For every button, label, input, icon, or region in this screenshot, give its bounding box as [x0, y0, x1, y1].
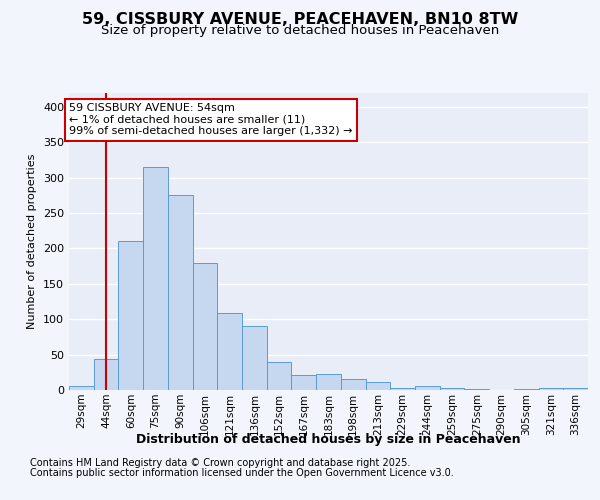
Bar [390, 388, 415, 390]
Bar [267, 362, 292, 390]
Bar [94, 359, 118, 390]
Bar [365, 382, 390, 390]
Bar [539, 388, 563, 390]
Bar [415, 386, 440, 390]
Bar [143, 167, 168, 390]
Text: Size of property relative to detached houses in Peacehaven: Size of property relative to detached ho… [101, 24, 499, 37]
Bar [118, 240, 143, 390]
Text: 59, CISSBURY AVENUE, PEACEHAVEN, BN10 8TW: 59, CISSBURY AVENUE, PEACEHAVEN, BN10 8T… [82, 12, 518, 28]
Bar [563, 388, 588, 390]
Bar [242, 326, 267, 390]
Bar [316, 374, 341, 390]
Bar [193, 262, 217, 390]
Bar [69, 386, 94, 390]
Text: Contains public sector information licensed under the Open Government Licence v3: Contains public sector information licen… [30, 468, 454, 477]
Bar [341, 380, 365, 390]
Bar [217, 313, 242, 390]
Bar [440, 388, 464, 390]
Text: Distribution of detached houses by size in Peacehaven: Distribution of detached houses by size … [136, 432, 521, 446]
Text: 59 CISSBURY AVENUE: 54sqm
← 1% of detached houses are smaller (11)
99% of semi-d: 59 CISSBURY AVENUE: 54sqm ← 1% of detach… [69, 103, 353, 136]
Y-axis label: Number of detached properties: Number of detached properties [28, 154, 37, 329]
Bar [292, 375, 316, 390]
Text: Contains HM Land Registry data © Crown copyright and database right 2025.: Contains HM Land Registry data © Crown c… [30, 458, 410, 468]
Bar [168, 195, 193, 390]
